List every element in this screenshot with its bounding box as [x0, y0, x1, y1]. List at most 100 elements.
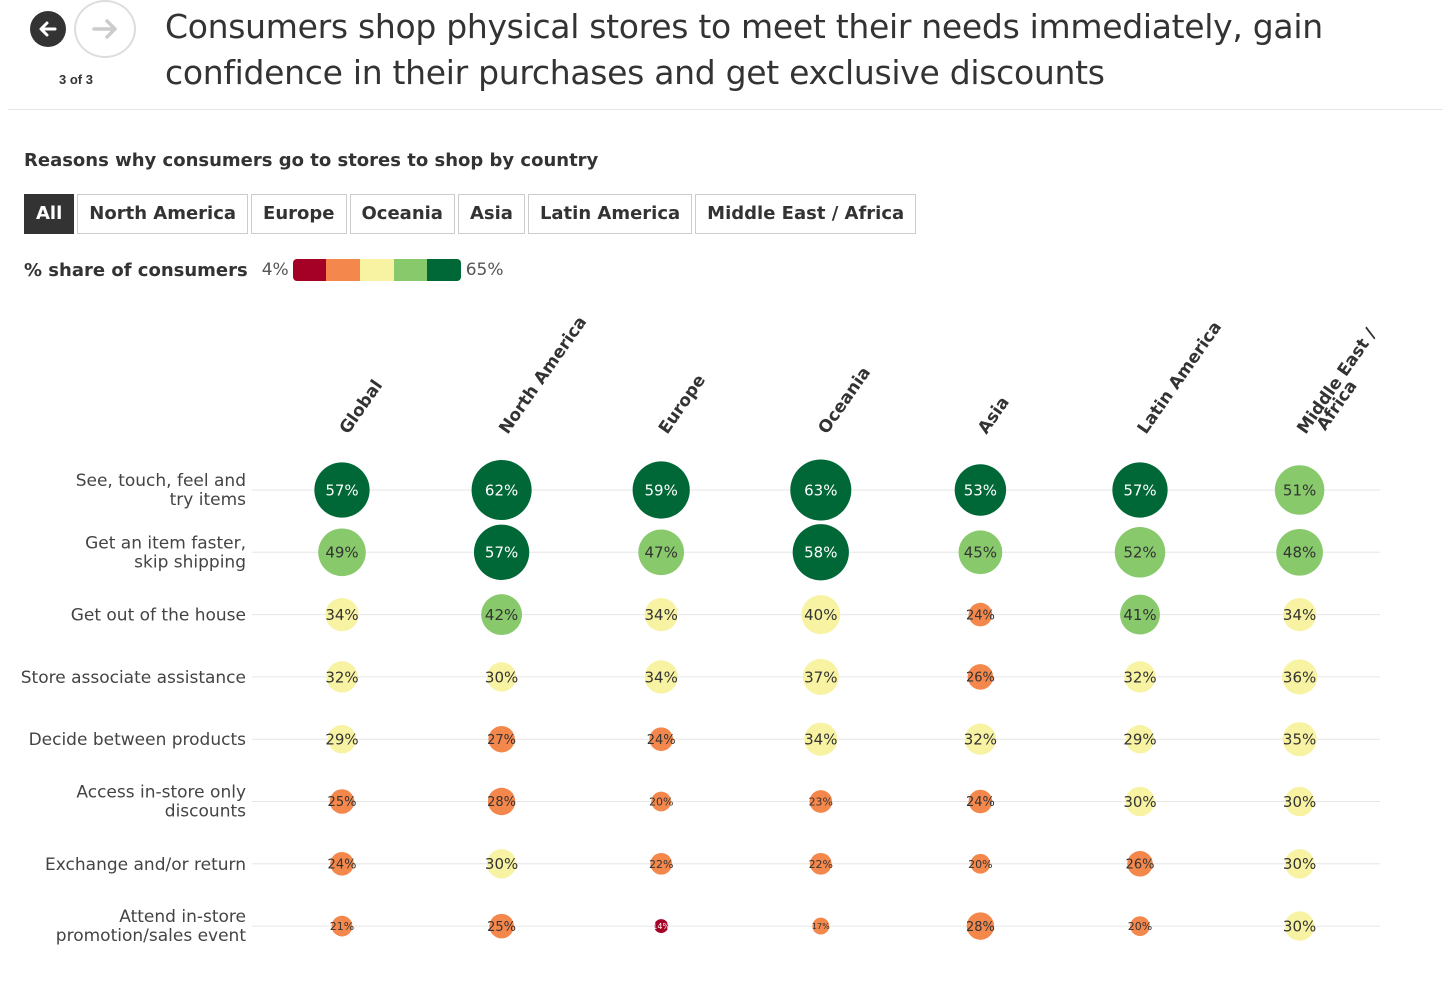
- value-bubble: [330, 852, 354, 876]
- value-bubble: [809, 790, 833, 813]
- value-bubble: [801, 595, 841, 635]
- filter-north-america[interactable]: North America: [77, 194, 249, 234]
- value-bubble: [1112, 462, 1168, 518]
- filter-asia[interactable]: Asia: [457, 194, 525, 234]
- region-filter-group: All North America Europe Oceania Asia La…: [24, 194, 917, 234]
- value-label: 30%: [1283, 855, 1316, 873]
- value-bubble: [1284, 849, 1315, 879]
- value-bubble: [1120, 594, 1160, 635]
- value-label: 51%: [1283, 481, 1316, 499]
- row-label-line: Store associate assistance: [21, 668, 246, 688]
- value-bubble: [325, 598, 359, 632]
- value-label: 34%: [1283, 606, 1316, 624]
- value-bubble: [650, 852, 673, 875]
- value-label: 49%: [325, 544, 358, 562]
- value-bubble: [481, 594, 523, 636]
- value-label: 47%: [645, 544, 678, 562]
- value-bubble: [809, 852, 832, 875]
- value-label: 53%: [964, 481, 997, 499]
- value-bubble: [790, 459, 852, 521]
- value-label: 30%: [485, 855, 518, 873]
- value-label: 34%: [645, 668, 678, 686]
- filter-middle-east-africa[interactable]: Middle East / Africa: [695, 194, 917, 234]
- legend-swatch-5: [427, 259, 461, 281]
- value-label: 30%: [1283, 793, 1316, 811]
- value-label: 22%: [649, 858, 673, 871]
- chart-title: Reasons why consumers go to stores to sh…: [24, 150, 599, 171]
- value-label: 34%: [645, 606, 678, 624]
- value-bubble: [954, 464, 1007, 516]
- value-bubble: [1282, 659, 1318, 695]
- value-bubble: [488, 725, 515, 753]
- value-label: 24%: [328, 857, 357, 872]
- value-bubble: [329, 789, 355, 814]
- value-bubble: [473, 524, 530, 580]
- column-label: Global: [336, 376, 387, 437]
- forward-button[interactable]: [74, 0, 136, 58]
- value-label: 42%: [485, 606, 518, 624]
- value-bubble: [318, 528, 366, 577]
- value-label: 21%: [330, 920, 354, 933]
- value-label: 25%: [328, 795, 357, 810]
- row-label-line: Exchange and/or return: [45, 855, 246, 875]
- value-bubble: [1284, 911, 1315, 941]
- value-bubble: [1276, 528, 1323, 576]
- value-bubble: [644, 598, 678, 632]
- value-bubble: [486, 662, 517, 692]
- row-label: Get an item faster, skip shipping: [85, 533, 246, 572]
- column-label: Oceania: [815, 363, 876, 437]
- column-label: Middle East /Africa: [1293, 324, 1392, 446]
- value-label: 28%: [966, 920, 995, 935]
- value-bubble: [651, 791, 672, 812]
- row-label-line: skip shipping: [134, 552, 246, 572]
- legend-swatch-1: [292, 259, 327, 281]
- value-label: 14%: [652, 922, 670, 931]
- value-bubble: [792, 524, 849, 581]
- row-label: See, touch, feel and try items: [76, 471, 246, 510]
- value-bubble: [1127, 851, 1153, 877]
- value-bubble: [966, 912, 995, 940]
- value-bubble: [802, 658, 839, 695]
- legend-color-scale: [292, 259, 461, 281]
- filter-latin-america[interactable]: Latin America: [527, 194, 693, 234]
- value-bubble: [967, 664, 994, 690]
- value-label: 24%: [966, 608, 995, 623]
- value-label: 34%: [325, 606, 358, 624]
- value-label: 30%: [1283, 918, 1316, 936]
- value-label: 34%: [804, 731, 837, 749]
- filter-all[interactable]: All: [24, 194, 75, 234]
- value-label: 37%: [804, 668, 837, 686]
- value-label: 48%: [1283, 544, 1316, 562]
- value-label: 17%: [812, 922, 830, 931]
- back-button[interactable]: [30, 11, 66, 47]
- row-label: Access in-store only discounts: [76, 783, 246, 822]
- value-bubble: [812, 917, 830, 935]
- header-divider: [8, 109, 1443, 110]
- row-label-line: promotion/sales event: [56, 926, 247, 946]
- value-bubble: [649, 727, 673, 751]
- value-bubble: [1125, 725, 1155, 754]
- column-label: Europe: [655, 371, 710, 438]
- column-label: North America: [495, 313, 591, 438]
- value-label: 57%: [485, 544, 518, 562]
- legend-swatch-4: [393, 259, 428, 281]
- value-bubble: [968, 602, 993, 627]
- value-label: 25%: [487, 920, 516, 935]
- row-label-line: try items: [170, 490, 247, 510]
- value-bubble: [1114, 527, 1166, 578]
- value-label: 29%: [325, 731, 358, 749]
- value-bubble: [326, 661, 358, 693]
- row-label-line: Decide between products: [29, 730, 247, 750]
- value-label: 45%: [964, 544, 997, 562]
- filter-oceania[interactable]: Oceania: [349, 194, 455, 234]
- value-bubble: [964, 723, 997, 755]
- value-bubble: [314, 462, 370, 518]
- slide-counter: 3 of 3: [59, 72, 93, 87]
- value-bubble: [970, 853, 991, 874]
- row-label: Get out of the house: [71, 606, 246, 626]
- arrow-right-icon: [92, 19, 117, 39]
- value-bubble: [958, 530, 1003, 575]
- filter-europe[interactable]: Europe: [251, 194, 347, 234]
- legend-swatch-3: [359, 259, 394, 281]
- value-label: 58%: [804, 544, 837, 562]
